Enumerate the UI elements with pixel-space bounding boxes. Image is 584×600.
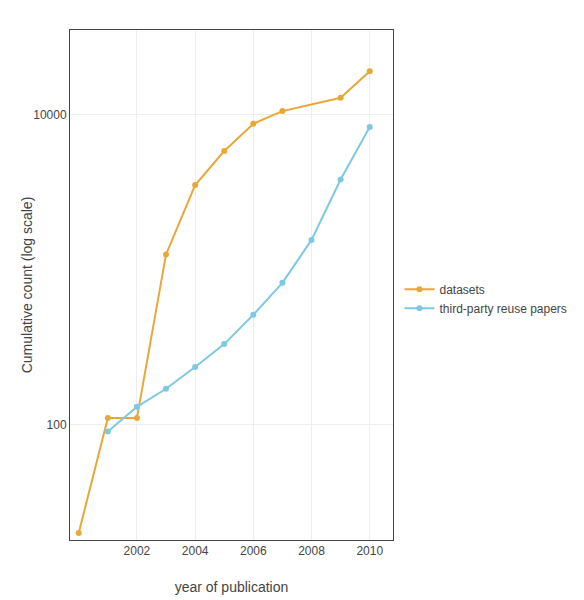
svg-text:2006: 2006 [240,544,267,558]
svg-text:datasets: datasets [439,283,484,297]
svg-text:third-party reuse papers: third-party reuse papers [439,302,566,316]
svg-text:2008: 2008 [298,544,325,558]
svg-text:Cumulative count (log scale): Cumulative count (log scale) [19,197,35,374]
svg-text:2004: 2004 [182,544,209,558]
svg-text:2010: 2010 [356,544,383,558]
svg-text:10000: 10000 [33,108,67,122]
svg-text:2002: 2002 [124,544,151,558]
svg-text:year of publication: year of publication [175,579,289,595]
svg-text:100: 100 [47,418,67,432]
